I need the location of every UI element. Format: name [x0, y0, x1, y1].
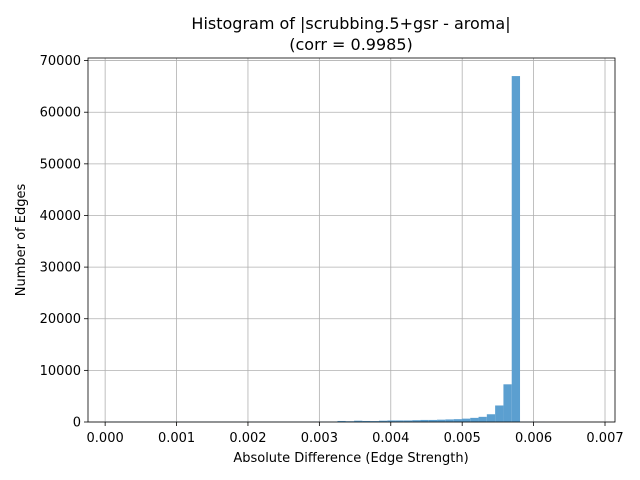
- histogram-bar: [362, 420, 371, 422]
- chart-title-line2: (corr = 0.9985): [289, 35, 413, 54]
- x-tick-label: 0.001: [158, 431, 195, 446]
- histogram-bar: [495, 405, 504, 422]
- histogram-bar: [412, 420, 421, 422]
- histogram-bar: [428, 419, 438, 422]
- y-tick-label: 50000: [40, 157, 81, 172]
- histogram-bar: [461, 418, 471, 422]
- histogram-bar: [403, 420, 413, 422]
- y-tick-label: 0: [73, 416, 81, 431]
- y-tick-label: 60000: [40, 106, 81, 121]
- x-tick-label: 0.006: [515, 431, 552, 446]
- x-axis-ticks: 0.000 0.001 0.002 0.003 0.004 0.005 0.006 0.007: [87, 422, 624, 446]
- x-tick-label: 0.005: [444, 431, 481, 446]
- histogram-bar: [378, 420, 388, 422]
- histogram-bar: [370, 421, 379, 422]
- histogram-bar: [503, 384, 512, 422]
- histogram-bar: [453, 419, 462, 422]
- histogram-bar: [354, 420, 363, 422]
- histogram-bar: [511, 76, 521, 422]
- histogram-bar: [437, 419, 446, 422]
- histogram-bar: [478, 416, 487, 422]
- histogram-bar: [337, 420, 346, 422]
- x-tick-label: 0.000: [87, 431, 124, 446]
- y-axis-label: Number of Edges: [14, 184, 29, 297]
- grid: [88, 58, 615, 423]
- x-tick-label: 0.003: [301, 431, 338, 446]
- y-tick-label: 30000: [40, 261, 81, 276]
- histogram-bar: [420, 419, 429, 422]
- histogram-bar: [486, 414, 496, 422]
- y-tick-label: 20000: [40, 312, 81, 327]
- histogram-bar: [387, 420, 396, 422]
- histogram-bar: [395, 420, 404, 422]
- histogram-bar: [445, 419, 454, 422]
- x-tick-label: 0.002: [229, 431, 266, 446]
- y-tick-label: 70000: [40, 54, 81, 69]
- y-tick-label: 10000: [40, 364, 81, 379]
- y-axis-ticks: 0 10000 20000 30000 40000 50000 60000 70000: [40, 54, 88, 431]
- y-tick-label: 40000: [40, 209, 81, 224]
- x-tick-label: 0.004: [372, 431, 409, 446]
- plot-frame: [87, 57, 616, 423]
- histogram-bar: [470, 417, 479, 422]
- x-axis-label: Absolute Difference (Edge Strength): [233, 451, 468, 466]
- chart-title-line1: Histogram of |scrubbing.5+gsr - aroma|: [191, 14, 510, 33]
- x-tick-label: 0.007: [586, 431, 623, 446]
